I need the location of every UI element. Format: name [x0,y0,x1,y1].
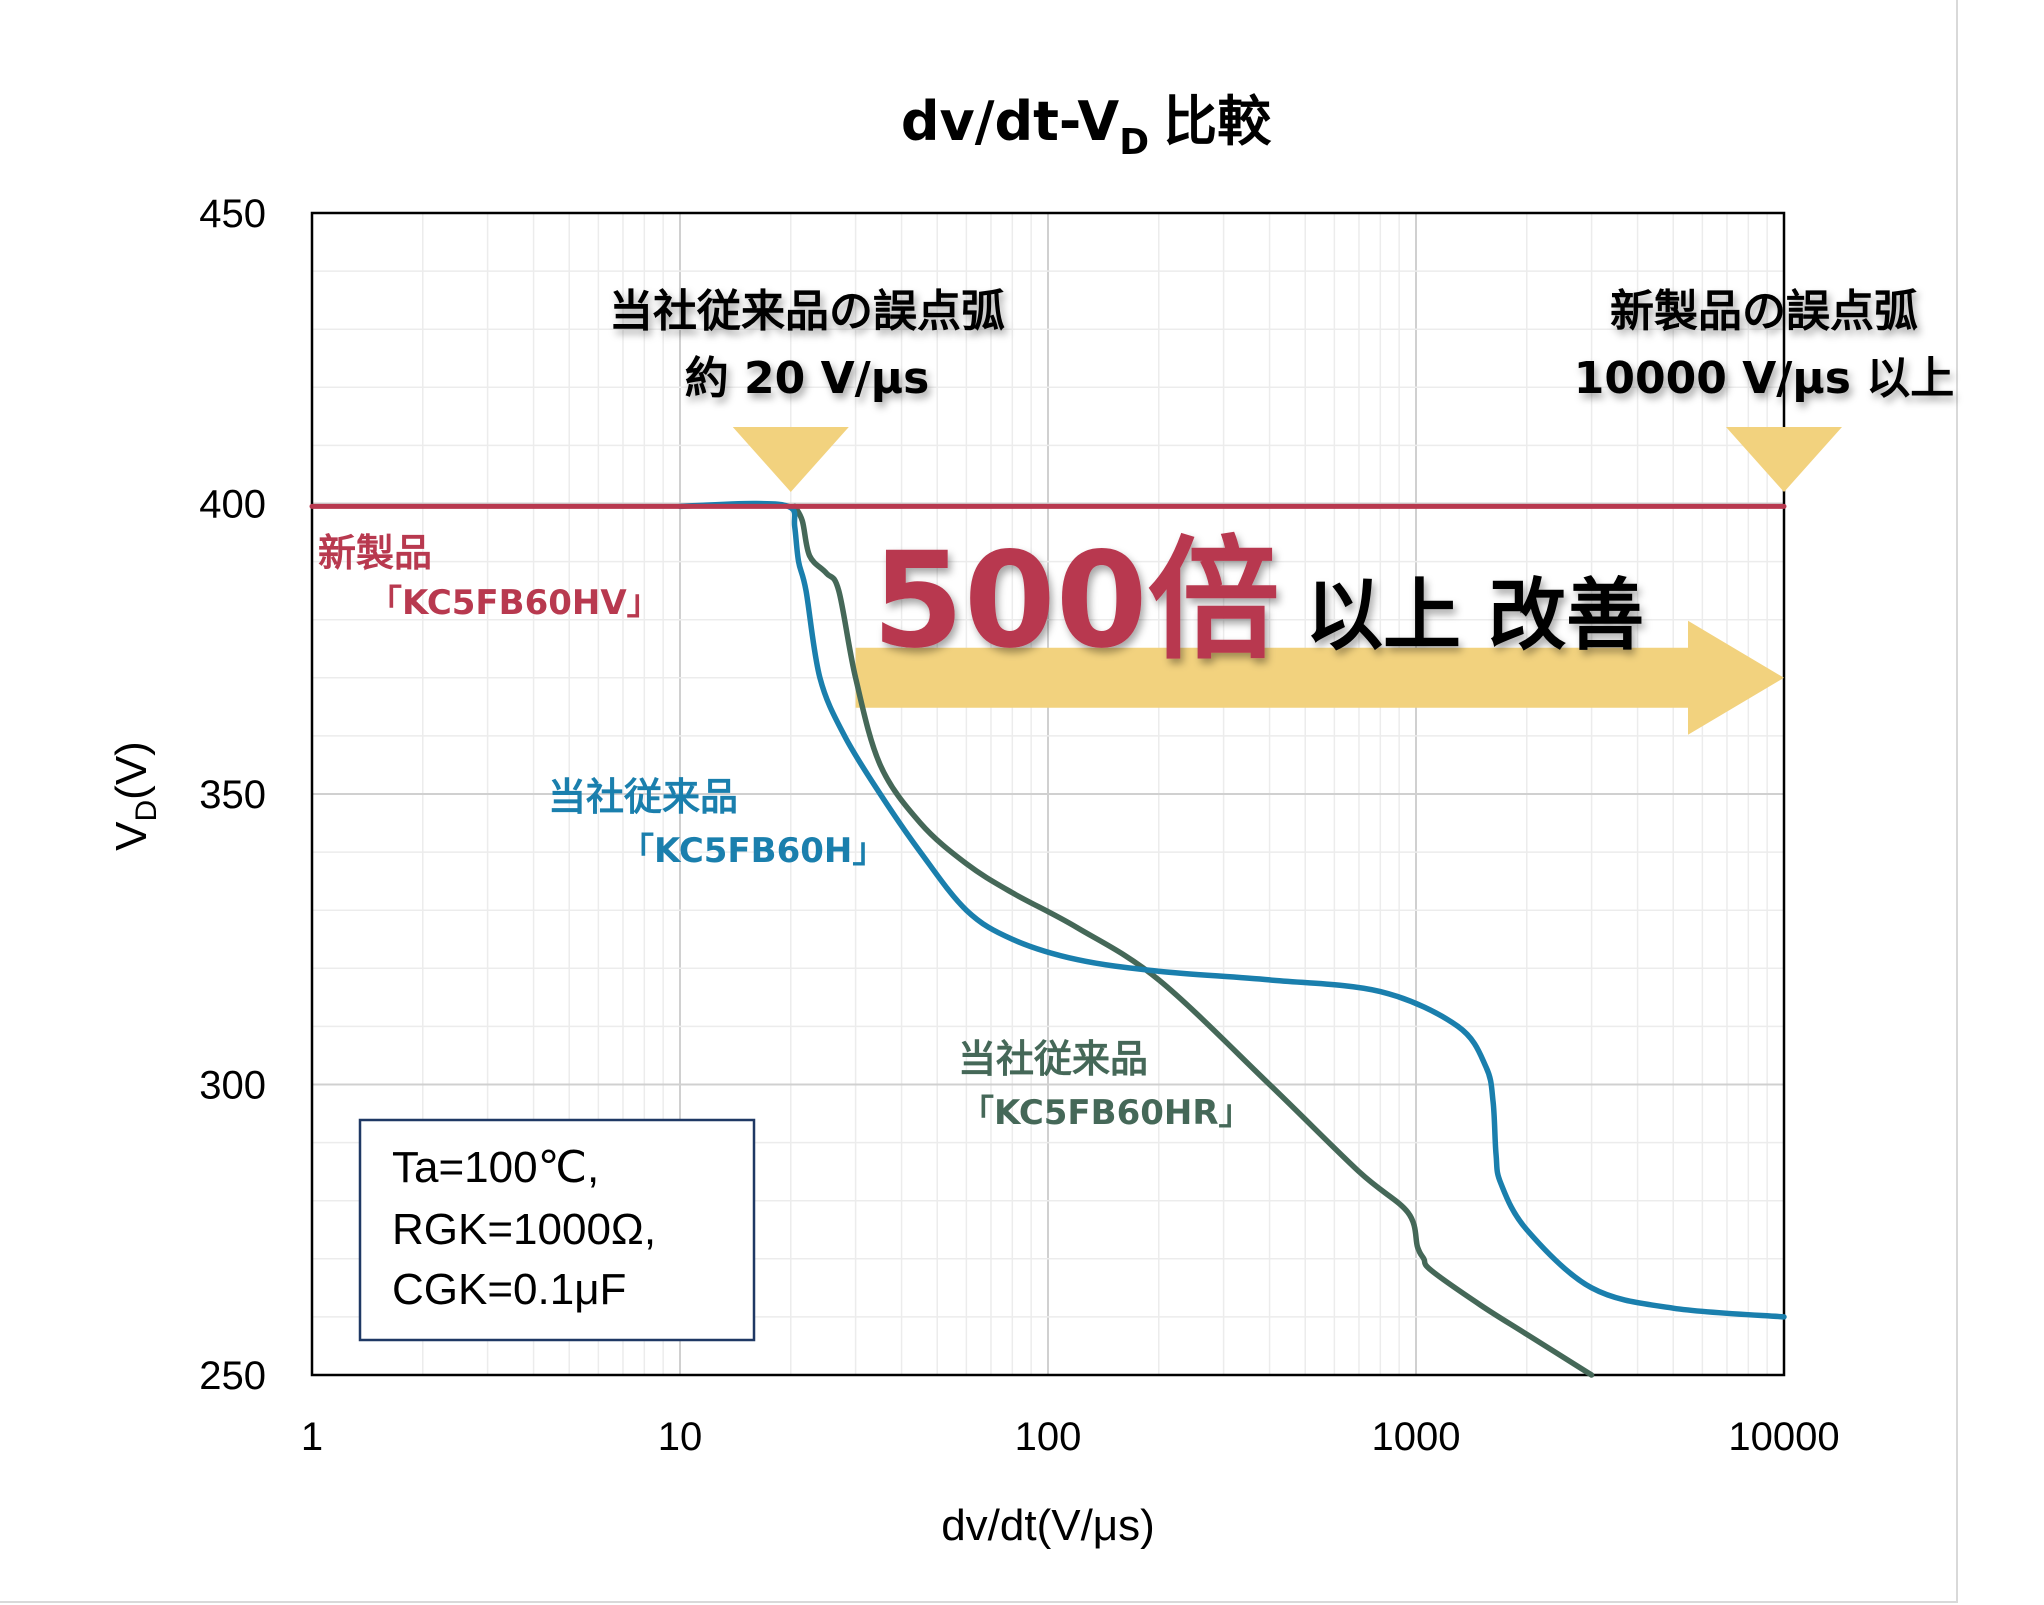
y-tick-label: 250 [199,1354,266,1398]
x-tick-label: 100 [1015,1415,1082,1459]
chart-title-suffix: 比較 [1163,90,1272,153]
chart-title-subscript: D [1119,122,1149,163]
new-breakdown-annotation-line2: 10000 V/μs 以上 [1574,353,1954,404]
old-breakdown-marker [732,427,849,492]
chart-title: dv/dt-VD 比較 [901,90,1272,163]
condition-rgk: RGK=1000Ω, [392,1205,656,1254]
y-axis-label: VD(V) [107,741,163,851]
x-tick-label: 1 [301,1415,323,1459]
condition-cgk: CGK=0.1μF [392,1265,626,1314]
improvement-factor: 500倍 [872,524,1280,678]
new-breakdown-annotation-line1: 新製品の誤点弧 [1610,286,1918,337]
series-line-kc5fb60hr [791,503,1595,1378]
x-axis: 1 10 100 1000 10000 [301,1415,1840,1459]
y-axis-label-subscript: D [130,800,163,822]
series-label-new: 新製品 [318,531,432,575]
new-breakdown-marker [1726,427,1842,492]
series-label-old-hr: 当社従来品 [958,1037,1148,1081]
improvement-arrow [855,620,1784,735]
series-layer [309,500,1787,1378]
chart-frame [0,0,1958,1603]
series-code-new: 「KC5FB60HV」 [368,583,661,623]
x-tick-label: 10000 [1728,1415,1839,1459]
y-tick-label: 350 [199,773,266,817]
conditions-box [358,1118,756,1342]
series-line-kc5fb60h [677,500,1787,1320]
series-code-old-hr: 「KC5FB60HR」 [960,1093,1253,1133]
y-axis: 250 300 350 400 450 [199,192,266,1398]
condition-temperature: Ta=100℃, [392,1143,599,1192]
old-breakdown-annotation-line1: 当社従来品の誤点弧 [609,286,1005,337]
y-axis-label-main: V [107,821,156,851]
improvement-text: 以上 改善 [1305,571,1644,661]
x-tick-label: 10 [658,1415,703,1459]
y-axis-label-suffix: (V) [107,741,156,800]
series-label-old-h: 当社従来品 [548,775,738,819]
old-breakdown-annotation-line2: 約 20 V/μs [685,353,930,404]
plot-area [310,211,1786,1377]
x-axis-label: dv/dt(V/μs) [941,1501,1155,1550]
y-tick-label: 400 [199,483,266,527]
y-tick-label: 300 [199,1064,266,1108]
chart-title-main: dv/dt-V [901,90,1120,153]
y-tick-label: 450 [199,192,266,236]
x-tick-label: 1000 [1372,1415,1461,1459]
series-code-old-h: 「KC5FB60H」 [620,831,886,871]
